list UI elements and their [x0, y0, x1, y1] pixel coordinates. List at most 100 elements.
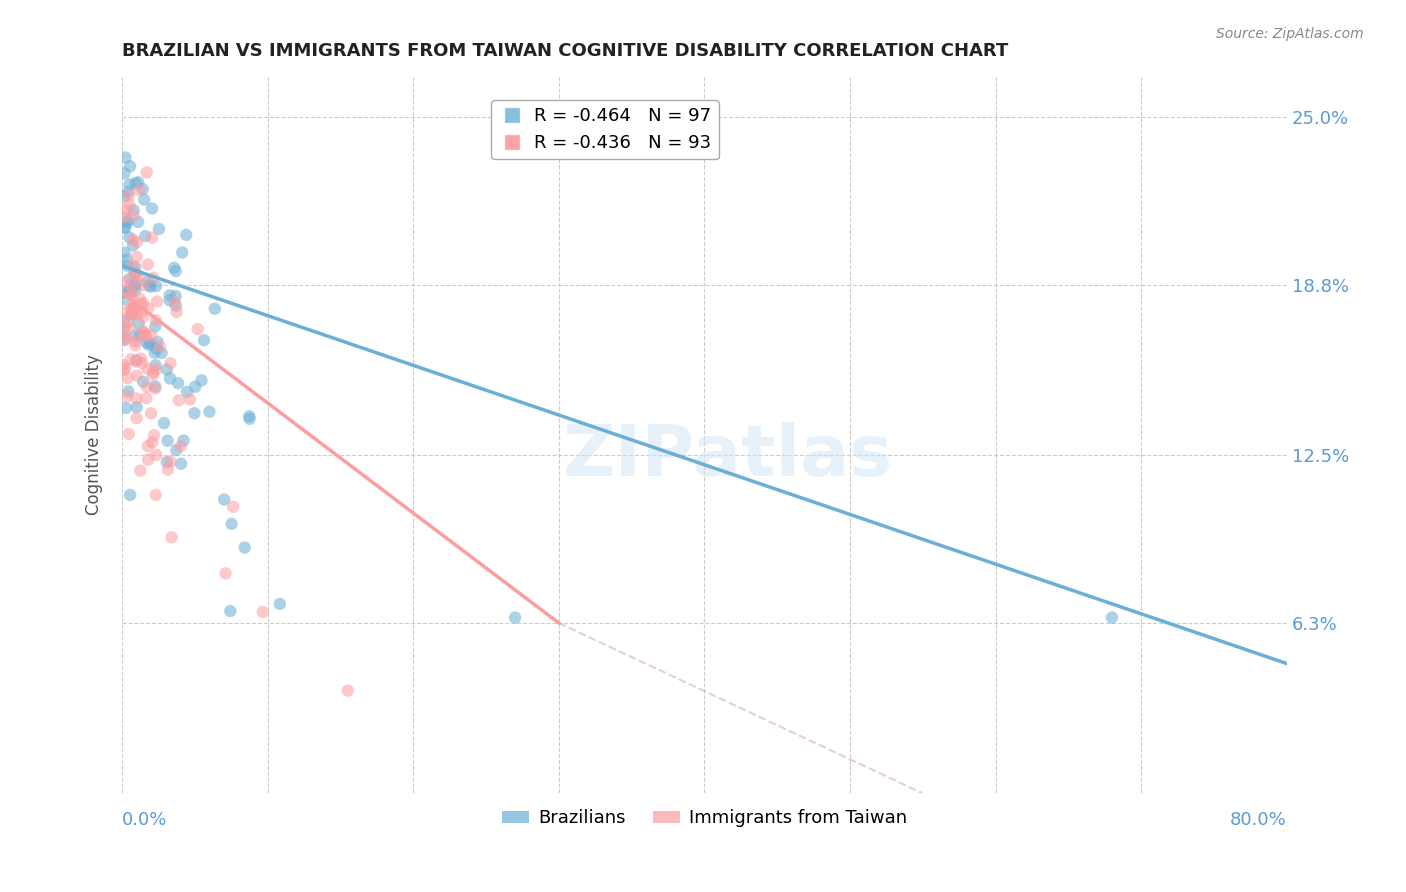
Point [112, 358, 135, 372]
Point [114, 220, 136, 235]
Text: 0.0%: 0.0% [122, 811, 167, 830]
Point [124, 260, 146, 274]
Point [112, 189, 135, 203]
Point [163, 260, 186, 275]
Point [131, 304, 153, 318]
Point [118, 159, 141, 173]
Point [187, 322, 209, 336]
Point [132, 278, 155, 293]
Point [148, 222, 170, 236]
Point [129, 296, 152, 310]
Point [122, 203, 145, 218]
Point [159, 288, 181, 302]
Point [114, 360, 136, 375]
Point [125, 354, 148, 368]
Point [135, 165, 157, 179]
Point [128, 269, 150, 284]
Point [145, 448, 167, 462]
Point [165, 289, 187, 303]
Point [165, 264, 187, 278]
Point [121, 289, 143, 303]
Point [134, 326, 156, 340]
Point [122, 238, 145, 252]
Point [132, 296, 155, 310]
Point [145, 342, 167, 356]
Point [118, 427, 141, 442]
Point [122, 209, 145, 223]
Point [118, 188, 141, 202]
Point [118, 321, 141, 335]
Point [124, 176, 146, 190]
Point [221, 516, 243, 531]
Y-axis label: Cognitive Disability: Cognitive Disability [86, 354, 103, 516]
Point [136, 275, 159, 289]
Point [142, 368, 165, 382]
Point [112, 210, 135, 224]
Point [117, 215, 139, 229]
Point [114, 220, 136, 235]
Point [120, 285, 142, 300]
Point [114, 275, 136, 289]
Point [117, 371, 139, 385]
Point [112, 315, 135, 329]
Point [238, 409, 260, 424]
Point [139, 279, 162, 293]
Point [222, 500, 245, 514]
Point [238, 411, 260, 425]
Point [134, 193, 156, 207]
Legend: Brazilians, Immigrants from Taiwan: Brazilians, Immigrants from Taiwan [495, 802, 914, 835]
Point [112, 333, 135, 347]
Point [159, 371, 181, 385]
Point [131, 182, 153, 196]
Point [145, 313, 167, 327]
Point [173, 434, 195, 448]
Point [219, 604, 242, 618]
Point [114, 320, 136, 334]
Point [131, 356, 153, 370]
Point [1101, 610, 1123, 624]
Point [190, 373, 212, 387]
Point [120, 488, 142, 502]
Point [114, 401, 136, 415]
Point [124, 328, 146, 343]
Point [143, 428, 166, 442]
Point [143, 379, 166, 393]
Point [127, 215, 149, 229]
Point [184, 380, 207, 394]
Point [125, 411, 148, 425]
Point [125, 392, 148, 406]
Point [117, 315, 139, 329]
Point [125, 277, 148, 291]
Point [170, 439, 193, 453]
Point [128, 183, 150, 197]
Point [122, 259, 145, 273]
Point [183, 406, 205, 420]
Point [156, 434, 179, 448]
Point [117, 185, 139, 199]
Point [124, 267, 146, 281]
Point [135, 379, 157, 393]
Point [125, 401, 148, 415]
Point [117, 213, 139, 227]
Point [124, 266, 146, 280]
Point [112, 363, 135, 377]
Point [193, 333, 215, 347]
Point [121, 306, 143, 320]
Point [129, 464, 152, 478]
Point [112, 285, 135, 300]
Point [118, 284, 141, 298]
Point [124, 334, 146, 349]
Point [136, 439, 159, 453]
Point [336, 683, 359, 698]
Point [135, 391, 157, 405]
Point [165, 443, 187, 458]
Point [134, 328, 156, 343]
Point [136, 361, 159, 376]
Point [156, 462, 179, 476]
Point [121, 307, 143, 321]
Point [163, 294, 186, 309]
Point [122, 300, 145, 314]
Point [121, 285, 143, 300]
Point [115, 332, 138, 346]
Point [131, 310, 153, 325]
